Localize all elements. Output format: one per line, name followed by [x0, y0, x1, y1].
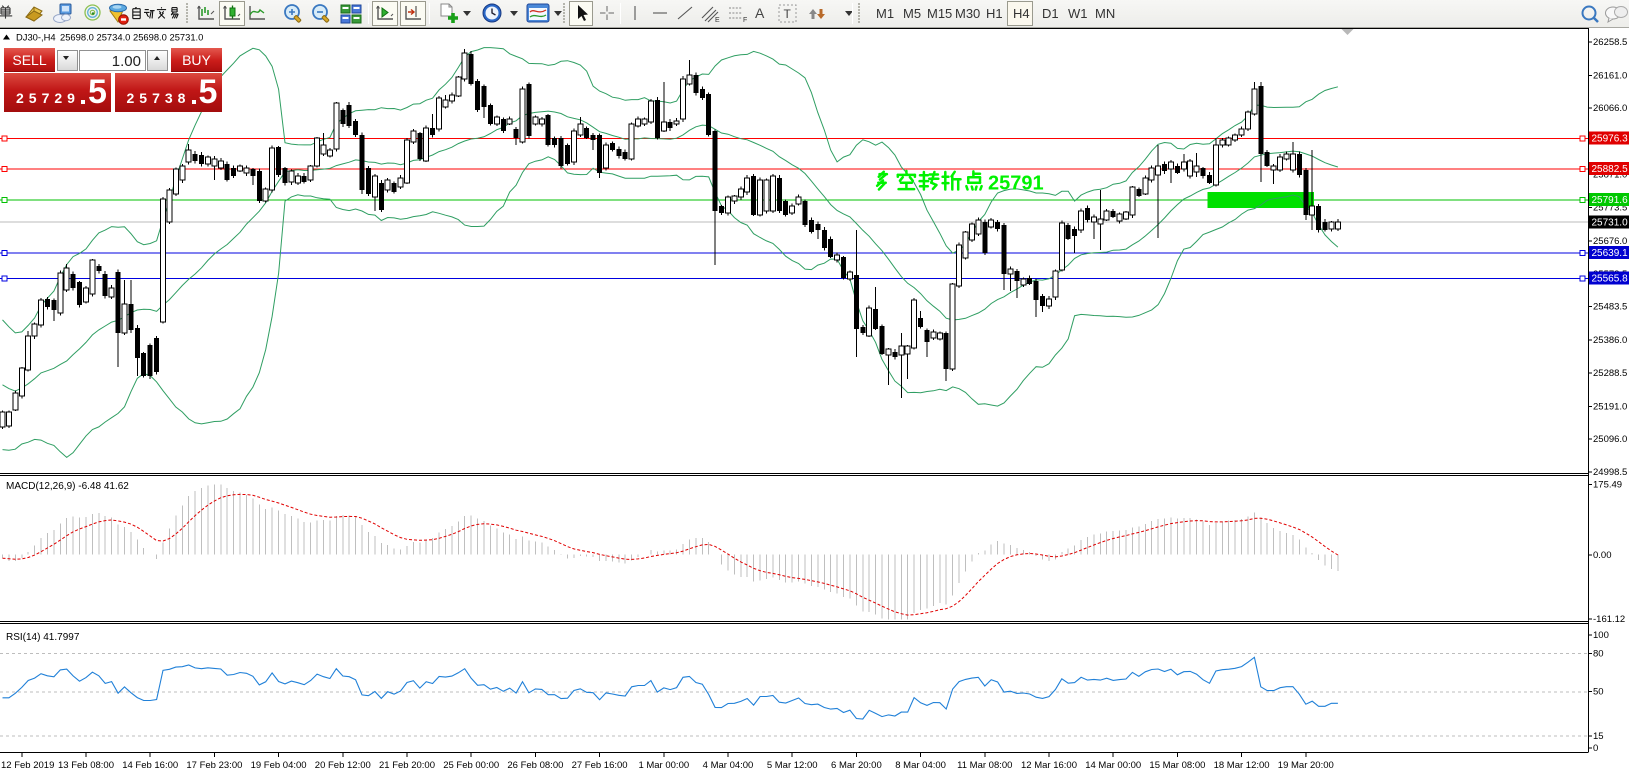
svg-text:12 Mar 16:00: 12 Mar 16:00: [1021, 760, 1077, 771]
svg-text:25483.5: 25483.5: [1593, 302, 1627, 313]
svg-text:F: F: [743, 17, 747, 24]
svg-text:25386.0: 25386.0: [1593, 335, 1627, 346]
svg-text:4 Mar 04:00: 4 Mar 04:00: [703, 760, 754, 771]
svg-text:25731.0: 25731.0: [1592, 217, 1629, 228]
svg-text:-161.12: -161.12: [1593, 614, 1625, 625]
svg-text:T: T: [784, 7, 792, 21]
svg-text:25676.0: 25676.0: [1593, 236, 1627, 247]
svg-text:18 Mar 12:00: 18 Mar 12:00: [1214, 760, 1270, 771]
svg-text:11 Mar 08:00: 11 Mar 08:00: [957, 760, 1012, 771]
svg-text:25191.0: 25191.0: [1593, 401, 1627, 412]
svg-text:26066.0: 26066.0: [1593, 103, 1627, 114]
svg-text:25882.5: 25882.5: [1592, 164, 1629, 175]
svg-text:26 Feb 08:00: 26 Feb 08:00: [507, 760, 563, 771]
svg-text:0: 0: [1593, 743, 1598, 754]
svg-text:25565.8: 25565.8: [1592, 273, 1629, 284]
svg-text:27 Feb 16:00: 27 Feb 16:00: [572, 760, 628, 771]
svg-text:25639.1: 25639.1: [1592, 248, 1629, 259]
svg-text:19 Feb 04:00: 19 Feb 04:00: [251, 760, 307, 771]
svg-text:15 Mar 08:00: 15 Mar 08:00: [1149, 760, 1205, 771]
svg-text:24998.5: 24998.5: [1593, 467, 1627, 478]
svg-text:26161.0: 26161.0: [1593, 70, 1627, 81]
svg-text:175.49: 175.49: [1593, 480, 1622, 491]
svg-text:25096.0: 25096.0: [1593, 434, 1627, 445]
svg-text:5 Mar 12:00: 5 Mar 12:00: [767, 760, 818, 771]
svg-text:1 Mar 00:00: 1 Mar 00:00: [638, 760, 689, 771]
svg-text:17 Feb 23:00: 17 Feb 23:00: [186, 760, 242, 771]
svg-text:14 Mar 00:00: 14 Mar 00:00: [1085, 760, 1141, 771]
svg-text:15: 15: [1593, 731, 1604, 742]
svg-text:25698.0 25734.0 25698.0 25731.: 25698.0 25734.0 25698.0 25731.0: [60, 32, 203, 43]
svg-text:50: 50: [1593, 687, 1604, 698]
svg-text:8 Mar 04:00: 8 Mar 04:00: [895, 760, 946, 771]
svg-text:6 Mar 20:00: 6 Mar 20:00: [831, 760, 882, 771]
svg-text:RSI(14) 41.7997: RSI(14) 41.7997: [6, 632, 80, 643]
svg-text:21 Feb 20:00: 21 Feb 20:00: [379, 760, 435, 771]
svg-text:25 Feb 00:00: 25 Feb 00:00: [443, 760, 499, 771]
svg-text:14 Feb 16:00: 14 Feb 16:00: [122, 760, 178, 771]
svg-text:25791.6: 25791.6: [1592, 195, 1629, 206]
svg-text:19 Mar 20:00: 19 Mar 20:00: [1278, 760, 1334, 771]
svg-text:MACD(12,26,9) -6.48 41.62: MACD(12,26,9) -6.48 41.62: [6, 481, 129, 492]
svg-text:100: 100: [1593, 630, 1609, 641]
svg-text:25288.5: 25288.5: [1593, 368, 1627, 379]
svg-text:80: 80: [1593, 649, 1604, 660]
svg-text:DJ30-,H4: DJ30-,H4: [16, 32, 56, 43]
svg-text:25773.5: 25773.5: [1593, 203, 1627, 214]
svg-text:25976.3: 25976.3: [1592, 133, 1629, 144]
svg-text:13 Feb 08:00: 13 Feb 08:00: [58, 760, 114, 771]
svg-text:0.00: 0.00: [1593, 550, 1612, 561]
svg-text:25791: 25791: [988, 173, 1044, 195]
svg-text:12 Feb 2019: 12 Feb 2019: [1, 760, 54, 771]
svg-text:E: E: [715, 17, 720, 24]
svg-text:20 Feb 12:00: 20 Feb 12:00: [315, 760, 371, 771]
svg-text:26258.5: 26258.5: [1593, 37, 1627, 48]
